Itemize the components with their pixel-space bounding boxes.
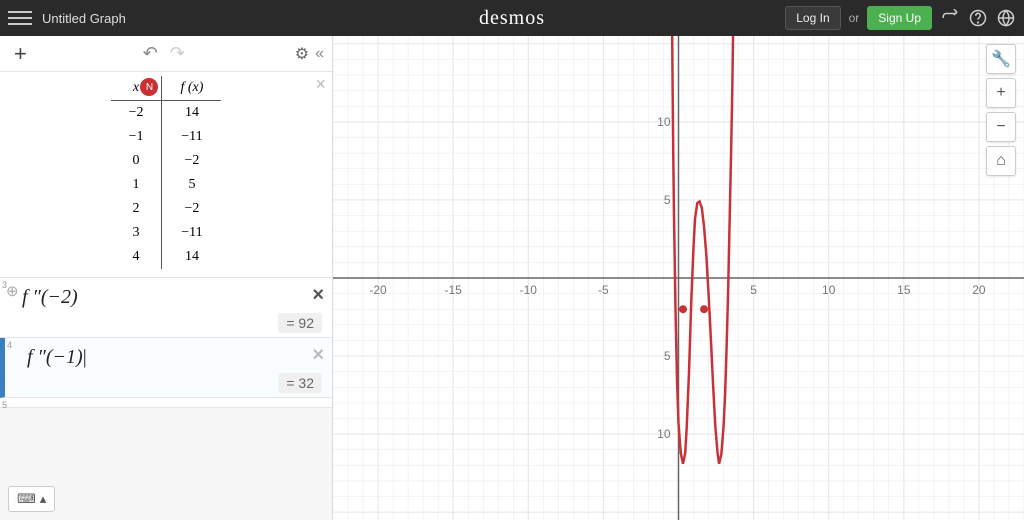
svg-text:10: 10 xyxy=(822,283,836,297)
table-cell-y[interactable]: 5 xyxy=(162,173,221,197)
menu-icon[interactable] xyxy=(8,6,32,30)
redo-button[interactable]: ↷ xyxy=(170,43,185,64)
expression-result: = 32 xyxy=(278,373,322,393)
expression-math[interactable]: f ″(−1) xyxy=(27,346,320,369)
add-expression-button[interactable]: + xyxy=(8,41,33,67)
svg-text:20: 20 xyxy=(972,283,986,297)
expression-math[interactable]: f ″(−2) xyxy=(22,286,320,309)
language-icon[interactable] xyxy=(996,8,1016,28)
graph-svg: -20 -15 -10 -5 5 10 15 20 5 10 5 10 xyxy=(333,36,1024,520)
desmos-logo: desmos xyxy=(479,7,545,30)
expression-index: 4 xyxy=(7,340,12,350)
keyboard-icon: ⌨ xyxy=(17,491,36,507)
or-text: or xyxy=(849,11,860,25)
svg-text:10: 10 xyxy=(657,115,671,129)
graph-canvas[interactable]: -20 -15 -10 -5 5 10 15 20 5 10 5 10 🔧 + − ⌂ xyxy=(333,36,1024,520)
chevron-up-icon: ▴ xyxy=(40,491,47,507)
table-cell-y[interactable]: 14 xyxy=(162,101,221,126)
svg-text:-20: -20 xyxy=(369,283,387,297)
close-icon[interactable]: × xyxy=(312,284,324,307)
graph-controls: 🔧 + − ⌂ xyxy=(986,44,1016,176)
expression-result: = 92 xyxy=(278,313,322,333)
svg-text:-5: -5 xyxy=(598,283,609,297)
svg-text:15: 15 xyxy=(897,283,911,297)
table-cell-x[interactable]: −1 xyxy=(111,125,162,149)
expression-index: 5 xyxy=(2,400,7,410)
table-cell-y[interactable]: −2 xyxy=(162,149,221,173)
data-table: x N f (x) −214−1−110−2152−23−11414 xyxy=(111,76,222,269)
table-cell-x[interactable]: −2 xyxy=(111,101,162,126)
svg-text:10: 10 xyxy=(657,427,671,441)
table-cell-x[interactable]: 3 xyxy=(111,221,162,245)
close-icon[interactable]: × xyxy=(315,74,326,95)
svg-text:-10: -10 xyxy=(520,283,538,297)
table-cell-x[interactable]: 0 xyxy=(111,149,162,173)
svg-text:5: 5 xyxy=(664,349,671,363)
header-right: Log In or Sign Up xyxy=(785,6,1016,30)
table-cell-x[interactable]: 4 xyxy=(111,245,162,269)
expression-list: × x N f (x) −214−1−110−2152−23−11414 3×f… xyxy=(0,72,332,520)
fx-column-header[interactable]: N f (x) xyxy=(162,76,221,101)
graph-title[interactable]: Untitled Graph xyxy=(42,11,126,26)
zoom-fit-icon[interactable]: ⊕ xyxy=(6,282,19,300)
share-icon[interactable] xyxy=(940,8,960,28)
settings-icon[interactable]: ⚙ xyxy=(295,44,309,64)
graph-settings-button[interactable]: 🔧 xyxy=(986,44,1016,74)
help-icon[interactable] xyxy=(968,8,988,28)
zoom-in-button[interactable]: + xyxy=(986,78,1016,108)
svg-text:-15: -15 xyxy=(445,283,463,297)
svg-text:5: 5 xyxy=(664,193,671,207)
undo-button[interactable]: ↶ xyxy=(143,43,158,64)
main-area: + ↶ ↷ ⚙ « × x N f (x) −214 xyxy=(0,36,1024,520)
expression-row[interactable]: 4 ×f ″(−1) = 32 xyxy=(0,338,332,398)
table-cell-y[interactable]: 14 xyxy=(162,245,221,269)
home-button[interactable]: ⌂ xyxy=(986,146,1016,176)
expression-row[interactable]: 5 xyxy=(0,398,332,408)
table-cell-x[interactable]: 1 xyxy=(111,173,162,197)
top-bar: Untitled Graph desmos Log In or Sign Up xyxy=(0,0,1024,36)
close-icon[interactable]: × xyxy=(312,344,324,367)
signup-button[interactable]: Sign Up xyxy=(867,6,932,30)
collapse-sidebar-button[interactable]: « xyxy=(315,45,324,63)
expression-sidebar: + ↶ ↷ ⚙ « × x N f (x) −214 xyxy=(0,36,333,520)
table-cell-y[interactable]: −2 xyxy=(162,197,221,221)
zoom-out-button[interactable]: − xyxy=(986,112,1016,142)
table-cell-y[interactable]: −11 xyxy=(162,221,221,245)
login-button[interactable]: Log In xyxy=(785,6,840,30)
expression-row[interactable]: 3×f ″(−2)= 92 xyxy=(0,278,332,338)
sidebar-toolbar: + ↶ ↷ ⚙ « xyxy=(0,36,332,72)
table-cell-y[interactable]: −11 xyxy=(162,125,221,149)
table-expression[interactable]: × x N f (x) −214−1−110−2152−23−11414 xyxy=(0,72,332,278)
svg-text:5: 5 xyxy=(750,283,757,297)
table-cell-x[interactable]: 2 xyxy=(111,197,162,221)
keypad-toggle[interactable]: ⌨ ▴ xyxy=(8,486,55,512)
